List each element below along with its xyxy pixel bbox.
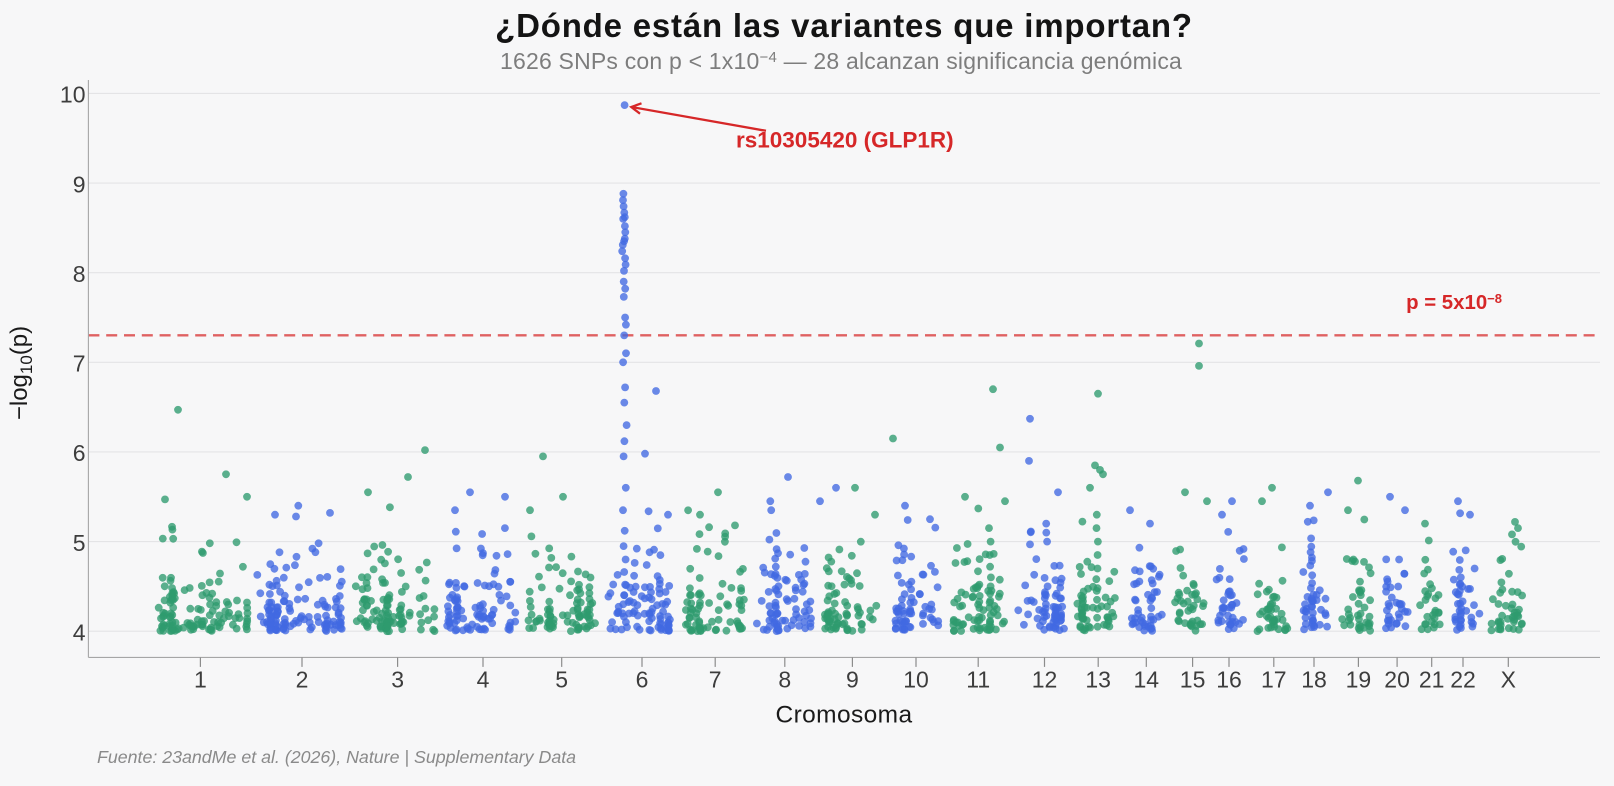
- svg-text:Fuente: 23andMe et al. (2026),: Fuente: 23andMe et al. (2026), Nature | …: [97, 747, 576, 767]
- svg-text:6: 6: [636, 667, 649, 693]
- svg-text:14: 14: [1134, 667, 1160, 693]
- svg-text:20: 20: [1384, 667, 1410, 693]
- svg-text:p = 5x10−8: p = 5x10−8: [1406, 291, 1502, 314]
- svg-text:9: 9: [846, 667, 859, 693]
- svg-text:17: 17: [1261, 667, 1287, 693]
- svg-text:7: 7: [73, 351, 86, 377]
- svg-text:4: 4: [477, 667, 490, 693]
- svg-text:12: 12: [1032, 667, 1058, 693]
- svg-text:rs10305420 (GLP1R): rs10305420 (GLP1R): [736, 128, 954, 153]
- svg-text:5: 5: [555, 667, 568, 693]
- svg-text:3: 3: [391, 667, 404, 693]
- svg-text:5: 5: [73, 530, 86, 556]
- svg-text:6: 6: [73, 440, 86, 466]
- svg-text:2: 2: [296, 667, 309, 693]
- svg-text:13: 13: [1085, 667, 1111, 693]
- svg-text:X: X: [1501, 667, 1516, 693]
- svg-text:¿Dónde están las variantes que: ¿Dónde están las variantes que importan?: [495, 7, 1193, 44]
- svg-text:8: 8: [73, 261, 86, 287]
- svg-text:18: 18: [1301, 667, 1327, 693]
- svg-text:10: 10: [903, 667, 929, 693]
- svg-text:7: 7: [709, 667, 722, 693]
- svg-text:10: 10: [60, 82, 86, 108]
- svg-text:21: 21: [1419, 667, 1445, 693]
- svg-text:16: 16: [1216, 667, 1242, 693]
- svg-text:1626 SNPs con p < 1x10−4 — 28: 1626 SNPs con p < 1x10−4 — 28 alcanzan s…: [500, 48, 1182, 74]
- svg-text:8: 8: [778, 667, 791, 693]
- svg-text:22: 22: [1450, 667, 1476, 693]
- svg-text:4: 4: [73, 619, 86, 645]
- svg-text:1: 1: [194, 667, 207, 693]
- svg-text:Cromosoma: Cromosoma: [775, 702, 912, 729]
- svg-text:9: 9: [73, 171, 86, 197]
- svg-text:15: 15: [1180, 667, 1206, 693]
- svg-text:19: 19: [1346, 667, 1372, 693]
- svg-text:11: 11: [966, 667, 990, 693]
